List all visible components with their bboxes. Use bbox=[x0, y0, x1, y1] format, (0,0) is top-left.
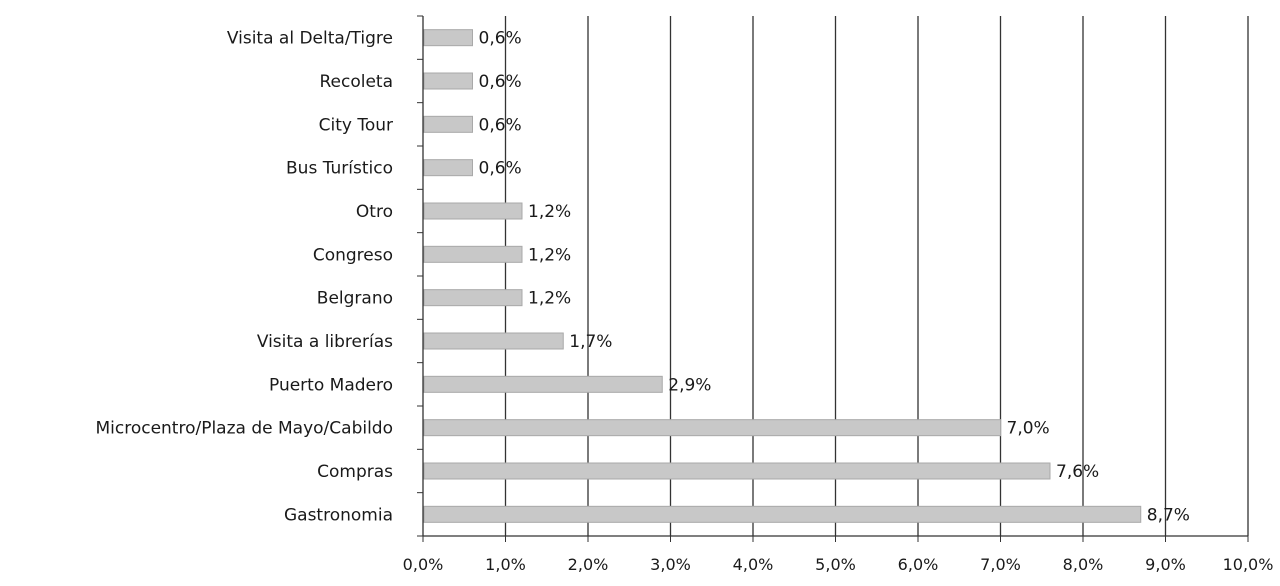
category-label: Belgrano bbox=[317, 289, 393, 309]
value-label: 1,2% bbox=[528, 289, 571, 309]
category-labels: Visita al Delta/Tigre Recoleta City Tour Bu… bbox=[95, 29, 393, 526]
bar-gastronomia bbox=[423, 505, 1142, 523]
value-label: 2,9% bbox=[668, 375, 711, 395]
category-label: Puerto Madero bbox=[269, 375, 393, 395]
x-tick-label: 4,0% bbox=[733, 555, 774, 574]
bar-microcentro-plaza-de-mayo-cabildo bbox=[423, 419, 1001, 437]
value-label: 1,2% bbox=[528, 202, 571, 222]
bar-compras bbox=[423, 462, 1051, 480]
x-tick-label: 9,0% bbox=[1145, 555, 1186, 574]
value-label: 8,7% bbox=[1147, 505, 1190, 525]
category-label: Bus Turístico bbox=[286, 159, 393, 179]
bar-belgrano bbox=[423, 289, 523, 307]
x-tick-label: 8,0% bbox=[1063, 555, 1104, 574]
category-label: Otro bbox=[356, 202, 393, 222]
x-tick-label: 6,0% bbox=[898, 555, 939, 574]
value-label: 7,6% bbox=[1056, 462, 1099, 482]
x-tick-label: 0,0% bbox=[403, 555, 444, 574]
value-label: 0,6% bbox=[479, 115, 522, 135]
category-label: Visita a librerías bbox=[257, 332, 393, 352]
bar-visita-al-delta-tigre bbox=[423, 29, 473, 47]
x-tick-label: 1,0% bbox=[485, 555, 526, 574]
value-label: 1,2% bbox=[528, 245, 571, 265]
bar-congreso bbox=[423, 245, 523, 263]
grid-lines bbox=[504, 16, 1249, 536]
bar-city-tour bbox=[423, 115, 473, 133]
category-label: Visita al Delta/Tigre bbox=[227, 29, 393, 49]
category-label: Microcentro/Plaza de Mayo/Cabildo bbox=[95, 419, 393, 439]
bar-visita-a-librerias bbox=[423, 332, 564, 350]
bars bbox=[423, 29, 1142, 523]
axes bbox=[417, 15, 1249, 542]
x-tick-label: 7,0% bbox=[980, 555, 1021, 574]
category-label: Gastronomia bbox=[284, 505, 393, 525]
x-tick-label: 5,0% bbox=[815, 555, 856, 574]
bar-otro bbox=[423, 202, 523, 220]
x-tick-labels: 0,0% 1,0% 2,0% 3,0% 4,0% 5,0% 6,0% 7,0% 8,0% 9,0%… bbox=[403, 555, 1274, 574]
value-label: 7,0% bbox=[1007, 419, 1050, 439]
bar-puerto-madero bbox=[423, 375, 663, 393]
value-label: 0,6% bbox=[479, 72, 522, 92]
x-tick-label: 2,0% bbox=[568, 555, 609, 574]
category-label: Compras bbox=[317, 462, 393, 482]
value-label: 0,6% bbox=[479, 159, 522, 179]
bar-bus-turistico bbox=[423, 159, 473, 177]
value-label: 0,6% bbox=[479, 29, 522, 49]
value-label: 1,7% bbox=[569, 332, 612, 352]
category-label: Congreso bbox=[313, 245, 393, 265]
bar-recoleta bbox=[423, 72, 473, 90]
category-label: City Tour bbox=[319, 115, 393, 135]
x-tick-label: 3,0% bbox=[650, 555, 691, 574]
value-labels: 0,6% 0,6% 0,6% 0,6% 1,2% 1,2% 1,2% 1,7% 2,9% 7,0%… bbox=[479, 29, 1190, 526]
category-label: Recoleta bbox=[319, 72, 393, 92]
x-tick-label: 10,0% bbox=[1223, 555, 1274, 574]
